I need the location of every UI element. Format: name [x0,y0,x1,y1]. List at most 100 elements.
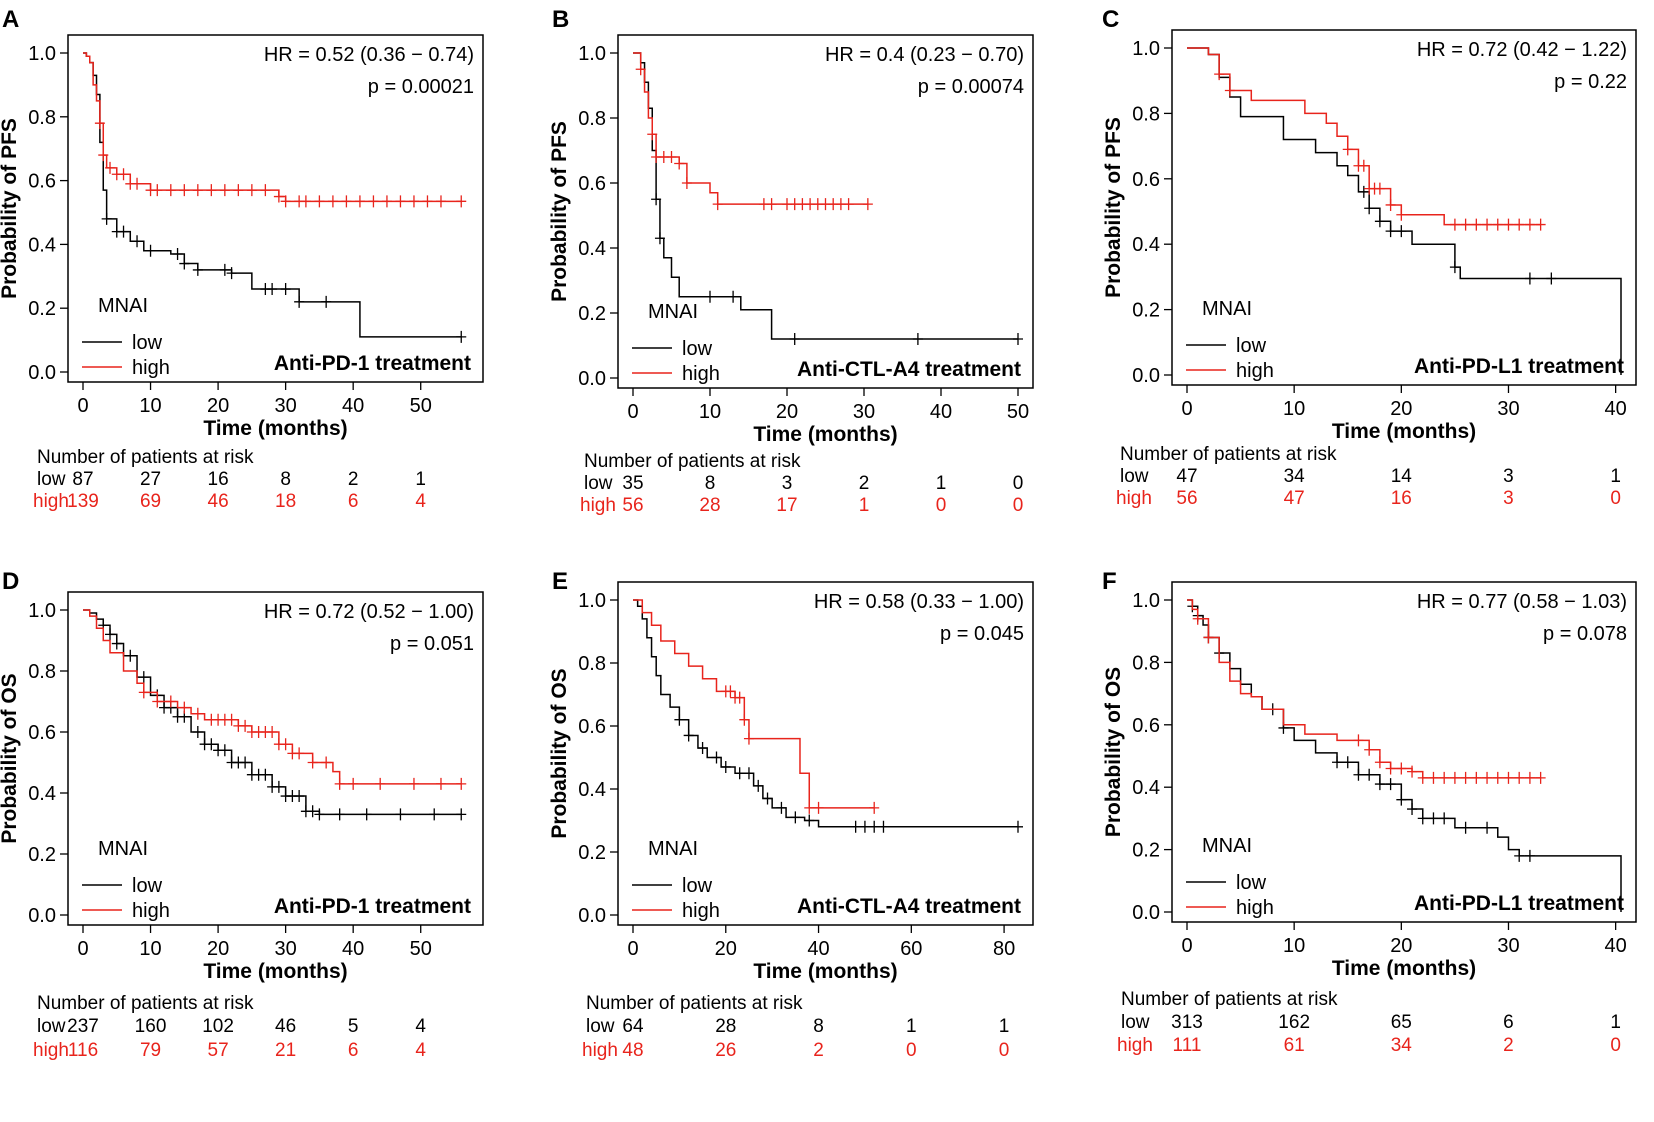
censor-mark-low [1013,333,1023,345]
risk-label-low: low [586,1016,615,1037]
risk-title: Number of patients at risk [37,993,254,1014]
censor-mark-low [1374,215,1385,228]
censor-mark-high [1439,771,1450,784]
censor-mark-high [307,756,318,769]
censor-mark-low [1546,272,1557,285]
censor-mark-low [138,671,149,684]
x-tick-label: 30 [1497,398,1519,420]
censor-mark-low [456,330,467,343]
censor-mark-high [1482,218,1493,231]
censor-mark-low [753,779,764,792]
censor-mark-low [878,820,889,833]
censor-mark-high [192,184,203,197]
panel-e: E 0.0 0.2 0.4 0.6 0.8 1.0 0 20 40 60 80 Time (month… [548,562,1101,1122]
risk-count-high: 0 [1610,1035,1621,1056]
censor-mark-high [862,198,873,211]
censor-mark-high [132,177,143,190]
y-tick-label: 1.0 [28,43,56,65]
censor-mark-high [294,747,305,760]
censor-mark-low [101,212,112,225]
risk-count-low: 64 [622,1016,644,1037]
y-tick-label: 0.2 [1132,840,1160,862]
censor-mark-high [1503,218,1514,231]
risk-count-high: 79 [139,1040,162,1061]
x-tick-label: 10 [1283,398,1305,420]
y-tick-label: 0.4 [578,779,606,801]
censor-mark-low [429,808,440,821]
y-tick-label: 1.0 [1132,38,1160,60]
p-value-text: p = 0.22 [1554,71,1627,93]
treatment-label: Anti-PD-1 treatment [274,895,471,918]
censor-mark-high [1524,218,1535,231]
censor-mark-high [138,686,149,699]
risk-label-high: high [33,1040,69,1061]
risk-count-high: 0 [906,1040,917,1061]
x-tick-label: 80 [993,938,1015,960]
censor-mark-low [1332,756,1343,769]
risk-count-low: 237 [67,1016,99,1037]
km-plot-f: 0.0 0.2 0.4 0.6 0.8 1.0 0 10 20 30 40 Time (months)… [1102,581,1637,980]
censor-mark-low [240,756,251,769]
y-tick-label: 0.0 [28,905,56,927]
x-tick-label: 40 [1605,935,1627,957]
censor-mark-high [98,149,109,162]
panel-label: C [1102,6,1120,33]
censor-mark-low [361,808,372,821]
risk-count-low: 8 [704,473,716,494]
censor-mark-low [711,751,722,764]
risk-count-low: 6 [1503,1012,1514,1033]
censor-mark-high [647,128,658,141]
y-tick-label: 0.6 [578,173,606,195]
censor-mark-high [813,801,824,814]
panel-b: B 0.0 0.2 0.4 0.6 0.8 1.0 0 10 20 30 40 50 Time (mon… [548,0,1101,560]
censor-mark-low [1449,261,1460,274]
km-plot-e: 0.0 0.2 0.4 0.6 0.8 1.0 0 20 40 60 80 Time (months)… [548,581,1034,983]
p-value-text: p = 0.00074 [918,76,1024,98]
censor-mark-low [654,232,665,245]
censor-mark-low [1460,821,1471,834]
censor-mark-low [105,628,116,641]
risk-label-low: low [1120,466,1149,487]
risk-count-high: 34 [1390,1035,1412,1056]
y-tick-label: 0.8 [1132,103,1160,125]
censor-mark-low [1514,849,1525,862]
y-axis-title: Probability of OS [548,668,571,838]
censor-mark-high [246,184,257,197]
censor-mark-high [165,695,176,708]
y-tick-label: 0.8 [28,661,56,683]
censor-mark-high [1417,771,1428,784]
censor-mark-low [219,744,230,757]
censor-mark-high [280,738,291,751]
y-tick-label: 1.0 [578,43,606,65]
censor-mark-low [192,263,203,276]
censor-mark-low [132,235,143,248]
risk-count-high: 47 [1283,488,1305,509]
y-tick-label: 0.2 [28,298,56,320]
censor-mark-low [1428,812,1439,825]
x-tick-label: 0 [77,395,88,417]
x-tick-label: 40 [342,395,364,417]
censor-mark-low [743,767,754,780]
censor-mark-low [321,295,332,308]
censor-mark-high [219,184,230,197]
censor-mark-high [1385,762,1396,775]
y-tick-label: 0.2 [1132,300,1160,322]
censor-mark-high [273,190,284,203]
y-tick-label: 0.8 [28,107,56,129]
censor-mark-high [226,713,237,726]
risk-count-high: 0 [935,495,947,516]
censor-mark-low [789,333,800,345]
censor-mark-low [912,333,923,345]
hazard-ratio-text: HR = 0.58 (0.33 − 1.00) [814,591,1024,613]
km-plot-d: 0.0 0.2 0.4 0.6 0.8 1.0 0 10 20 30 40 50 Time (month… [0,591,484,983]
risk-count-high: 2 [813,1040,824,1061]
x-tick-label: 20 [1390,398,1412,420]
risk-count-low: 8 [280,469,291,490]
censor-mark-high [435,777,446,790]
censor-mark-high [334,777,345,790]
censor-mark-high [233,184,244,197]
risk-count-high: 3 [1503,488,1514,509]
censor-mark-low [280,283,291,296]
y-tick-label: 1.0 [28,600,56,622]
censor-mark-high [739,713,750,726]
